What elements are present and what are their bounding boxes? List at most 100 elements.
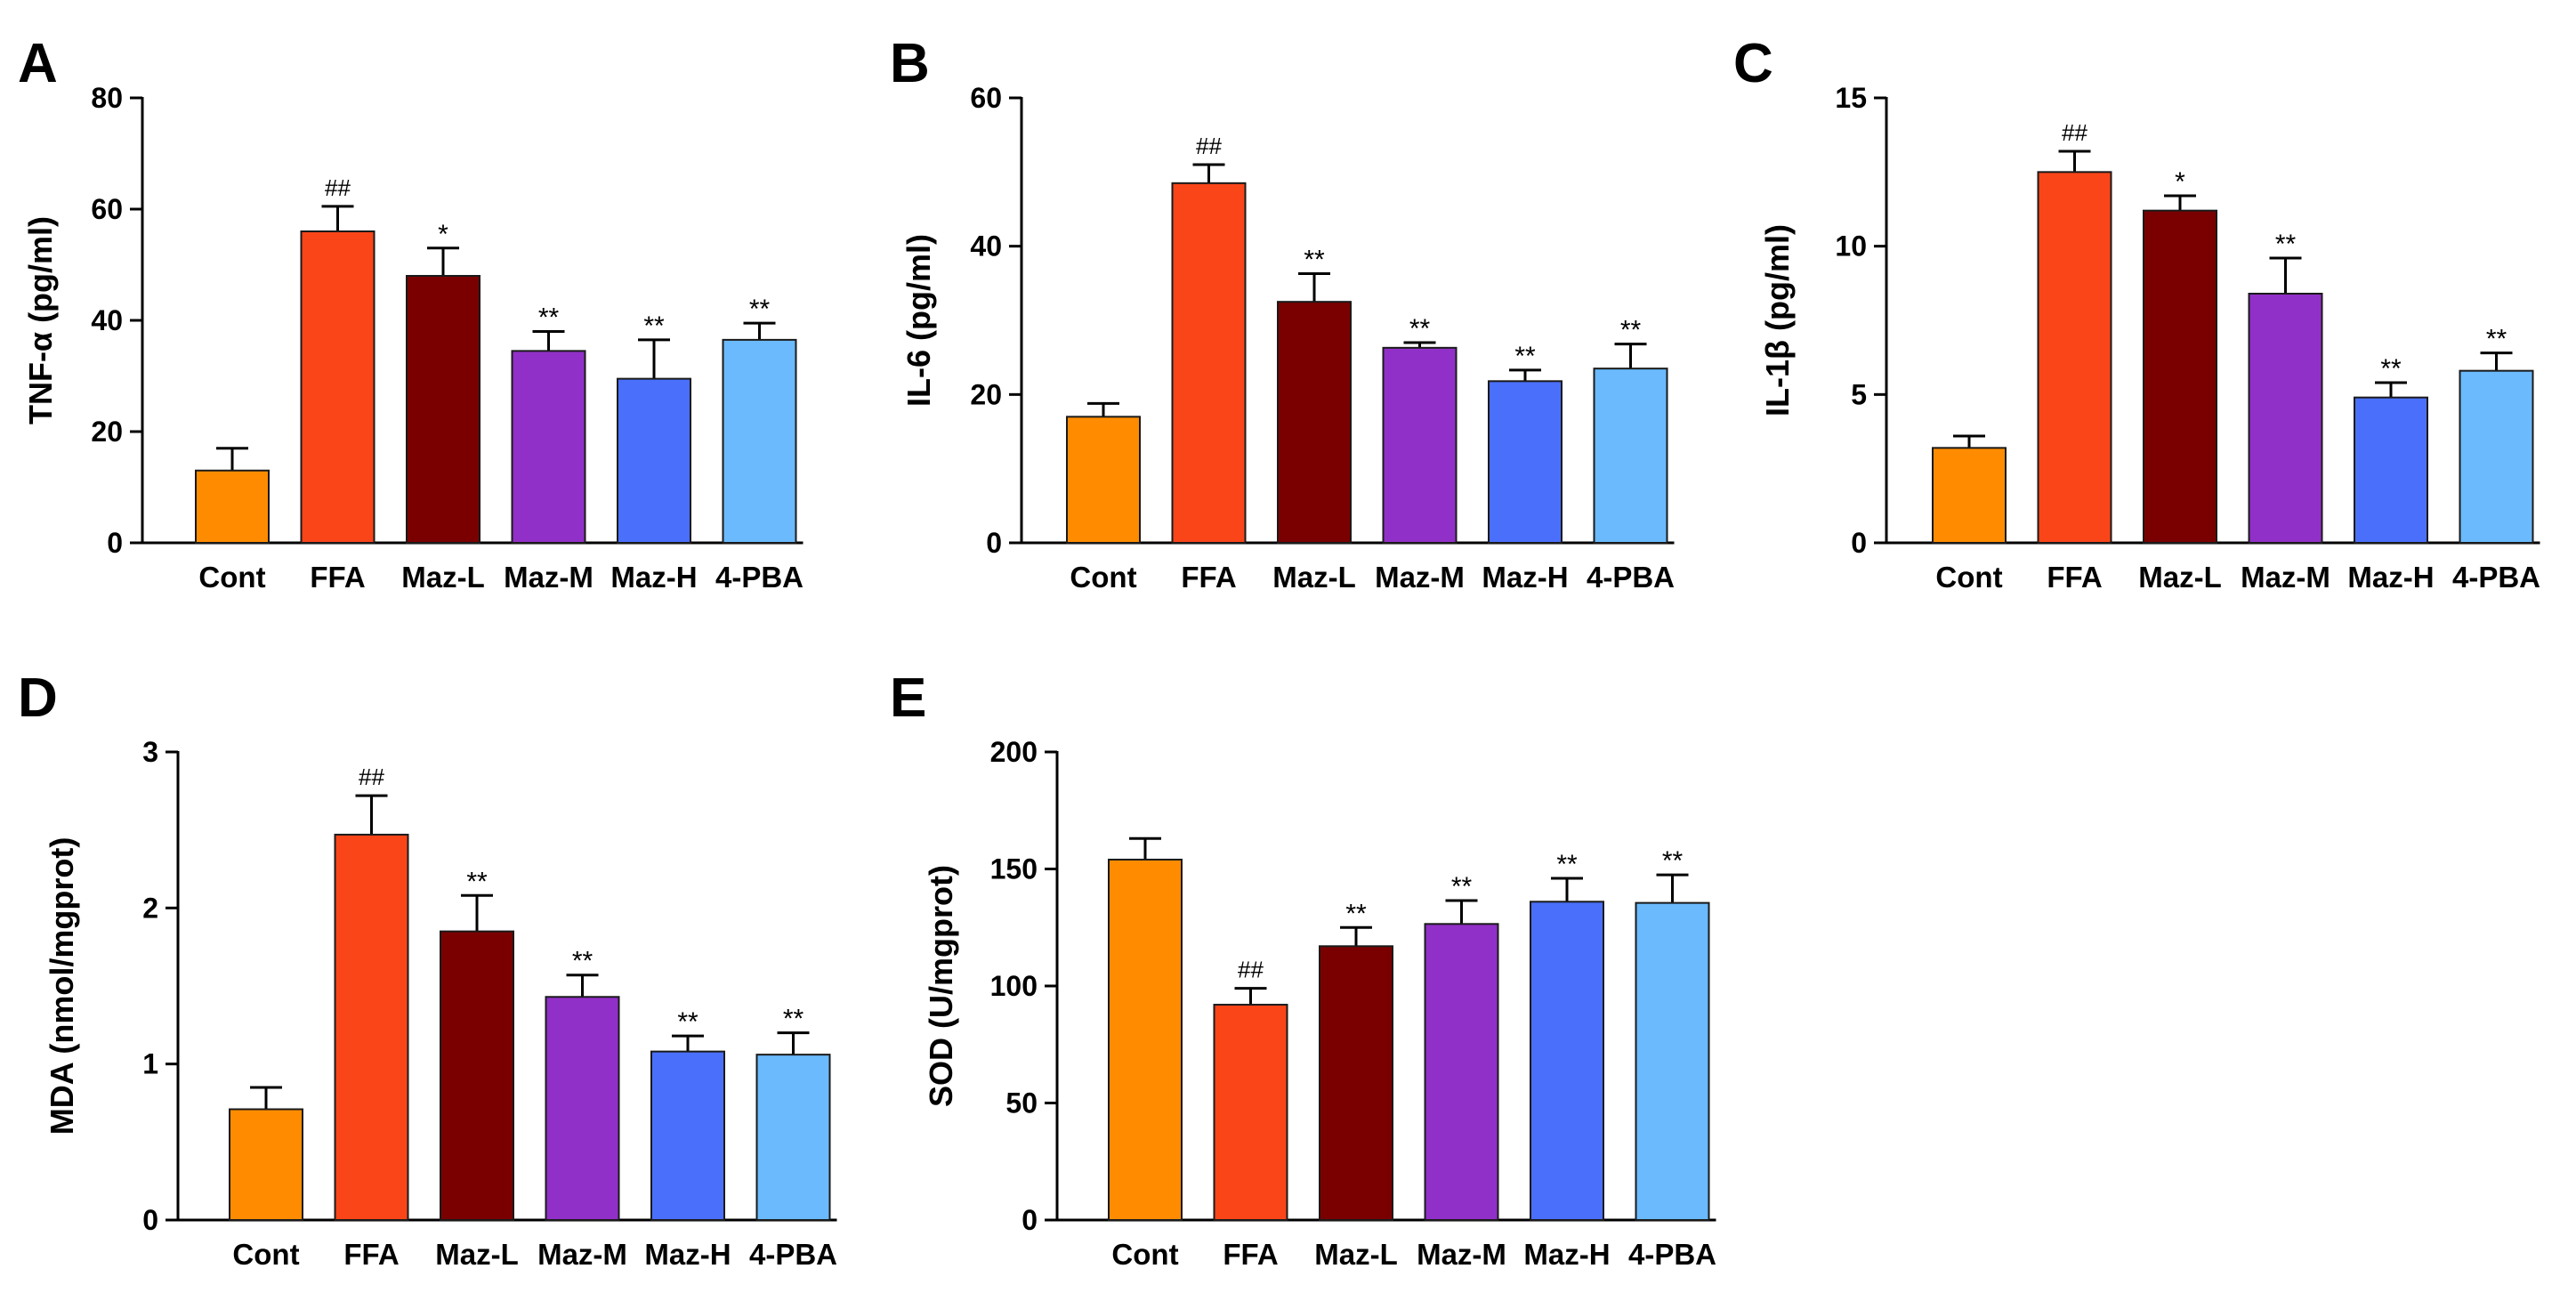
y-tick-label: 0 [1851,527,1867,559]
y-tick-label: 60 [970,82,1002,114]
bar [229,1108,303,1221]
x-tick-label: 4-PBA [1628,1238,1716,1271]
x-tick-label: Cont [198,561,265,594]
panel-label: A [18,33,58,94]
bar [1277,301,1352,544]
y-tick-label: 60 [91,193,123,225]
bar [2037,171,2112,544]
bar [300,230,375,544]
significance-label: ## [2062,119,2087,146]
bar [2248,293,2323,544]
y-axis-label: SOD (U/mgprot) [923,865,959,1107]
panel-label: D [18,667,58,729]
significance-label: ** [1451,872,1473,901]
significance-label: ** [2275,230,2297,259]
y-tick-label: 80 [91,82,123,114]
bar [545,996,620,1221]
significance-label: ** [2486,325,2507,354]
x-tick-label: Maz-L [1272,561,1356,594]
x-tick-label: Cont [232,1238,299,1271]
bar [617,377,691,544]
bar [1171,182,1247,544]
bar [406,275,480,544]
panel-label: C [1733,33,1773,94]
x-tick-label: FFA [1181,561,1236,594]
x-tick-label: 4-PBA [715,561,803,594]
x-tick-label: Cont [1111,1238,1178,1271]
y-tick-label: 100 [990,970,1038,1002]
chart-panel-b: B 0 20 40 60 IL-6 (pg/ml) Cont ## FFA ** Maz-L ** Ma… [890,33,1675,594]
x-tick-label: Maz-M [1417,1238,1506,1271]
bar [1319,945,1393,1222]
x-tick-label: Maz-M [537,1238,627,1271]
bar [1108,858,1183,1221]
bar [511,350,586,544]
bar [1593,368,1668,544]
x-tick-label: Maz-L [401,561,485,594]
x-tick-label: FFA [1223,1238,1278,1271]
y-tick-label: 200 [990,736,1038,768]
bar [1382,346,1458,545]
x-tick-label: FFA [2047,561,2102,594]
x-tick-label: FFA [343,1238,399,1271]
y-tick-label: 0 [107,527,123,559]
bar [1530,901,1604,1221]
y-tick-label: 0 [1022,1204,1038,1236]
x-tick-label: Maz-M [504,561,594,594]
x-tick-label: Maz-M [1375,561,1465,594]
y-axis-label: IL-1β (pg/ml) [1759,224,1796,416]
x-tick-label: Maz-M [2241,561,2330,594]
bar [1424,923,1499,1222]
bar [2354,396,2428,544]
x-tick-label: FFA [310,561,365,594]
significance-label: ** [677,1007,699,1037]
x-tick-label: Maz-H [610,561,697,594]
x-tick-label: Maz-H [1482,561,1568,594]
chart-panel-a: A 0 20 40 60 80 TNF-α (pg/ml) Cont ## FFA * Maz-L **… [18,33,803,594]
x-tick-label: Maz-H [644,1238,731,1271]
y-tick-label: 20 [970,378,1002,410]
bar [1488,380,1563,545]
significance-label: ** [749,295,771,324]
chart-panel-d: D 0 1 2 3 MDA (nmol/mgprot) Cont ## FFA ** Maz-L **… [18,667,837,1271]
x-tick-label: 4-PBA [2452,561,2540,594]
y-tick-label: 10 [1835,230,1867,263]
chart-panel-e: E 0 50 100 150 200 SOD (U/mgprot) Cont ## FFA ** Ma… [890,667,1716,1271]
bar [195,469,270,544]
bar [722,338,797,544]
significance-label: ** [1556,850,1578,879]
y-tick-label: 1 [142,1048,158,1080]
significance-label: ## [1238,957,1264,983]
x-tick-label: Maz-H [1523,1238,1610,1271]
significance-label: ** [783,1005,804,1034]
y-axis-label: TNF-α (pg/ml) [22,216,59,424]
bar [2459,369,2534,544]
significance-label: ** [2380,354,2402,384]
significance-label: ** [1345,899,1367,928]
bar [1213,1004,1288,1222]
x-tick-label: Cont [1935,561,2002,594]
y-axis-label: IL-6 (pg/ml) [900,234,937,407]
significance-label: ** [1514,342,1536,371]
y-tick-label: 0 [986,527,1002,559]
significance-label: ** [1409,314,1431,343]
significance-label: * [438,220,448,249]
significance-label: ** [466,867,488,896]
bar [755,1054,831,1221]
y-axis-label: MDA (nmol/mgprot) [44,837,80,1135]
significance-label: ** [643,311,665,341]
significance-label: ** [572,947,594,976]
chart-panel-c: C 0 5 10 15 IL-1β (pg/ml) Cont ## FFA * Maz-L ** Maz… [1733,33,2540,594]
x-tick-label: Cont [1070,561,1136,594]
x-tick-label: Maz-L [435,1238,519,1271]
panel-label: B [890,33,930,94]
significance-label: ## [359,764,384,790]
y-tick-label: 3 [142,736,158,768]
y-tick-label: 50 [1005,1087,1038,1119]
bar [1932,447,2007,545]
x-tick-label: Maz-H [2347,561,2434,594]
y-tick-label: 0 [142,1204,158,1236]
x-tick-label: Maz-L [1314,1238,1398,1271]
panel-label: E [890,667,926,729]
